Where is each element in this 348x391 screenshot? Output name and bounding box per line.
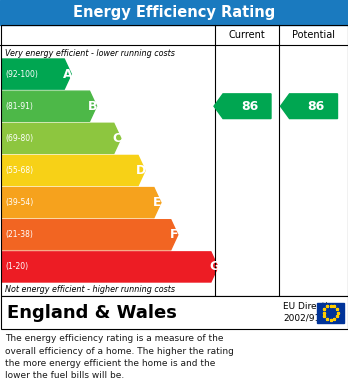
Text: A: A <box>63 68 72 81</box>
Polygon shape <box>2 156 145 186</box>
Text: C: C <box>112 132 121 145</box>
Polygon shape <box>2 188 161 218</box>
Text: Very energy efficient - lower running costs: Very energy efficient - lower running co… <box>5 50 175 59</box>
Text: England & Wales: England & Wales <box>7 303 177 321</box>
Text: G: G <box>209 260 219 273</box>
Polygon shape <box>2 123 121 153</box>
Text: (39-54): (39-54) <box>5 198 33 207</box>
Polygon shape <box>2 59 71 89</box>
Text: (21-38): (21-38) <box>5 230 33 239</box>
Bar <box>0 0 348 25</box>
Text: (81-91): (81-91) <box>5 102 33 111</box>
Text: D: D <box>136 164 147 177</box>
Bar <box>317 303 344 323</box>
Text: The energy efficiency rating is a measure of the
overall efficiency of a home. T: The energy efficiency rating is a measur… <box>5 334 234 380</box>
Text: Energy Efficiency Rating: Energy Efficiency Rating <box>73 5 275 20</box>
Text: (1-20): (1-20) <box>5 262 28 271</box>
Text: EU Directive: EU Directive <box>283 302 339 311</box>
Text: F: F <box>170 228 178 241</box>
Text: Potential: Potential <box>292 30 335 40</box>
Polygon shape <box>2 252 218 282</box>
Text: (55-68): (55-68) <box>5 166 33 175</box>
Bar <box>0 296 348 329</box>
Text: 2002/91/EC: 2002/91/EC <box>283 314 335 323</box>
Text: (69-80): (69-80) <box>5 134 33 143</box>
Polygon shape <box>2 91 96 121</box>
Text: (92-100): (92-100) <box>5 70 38 79</box>
Text: B: B <box>88 100 97 113</box>
Text: 86: 86 <box>308 100 325 113</box>
Text: Current: Current <box>229 30 266 40</box>
Polygon shape <box>2 220 178 250</box>
Text: 86: 86 <box>241 100 258 113</box>
Polygon shape <box>280 94 338 118</box>
Text: Not energy efficient - higher running costs: Not energy efficient - higher running co… <box>5 285 175 294</box>
Text: E: E <box>153 196 161 209</box>
Bar <box>0 25 348 296</box>
Polygon shape <box>214 94 271 118</box>
